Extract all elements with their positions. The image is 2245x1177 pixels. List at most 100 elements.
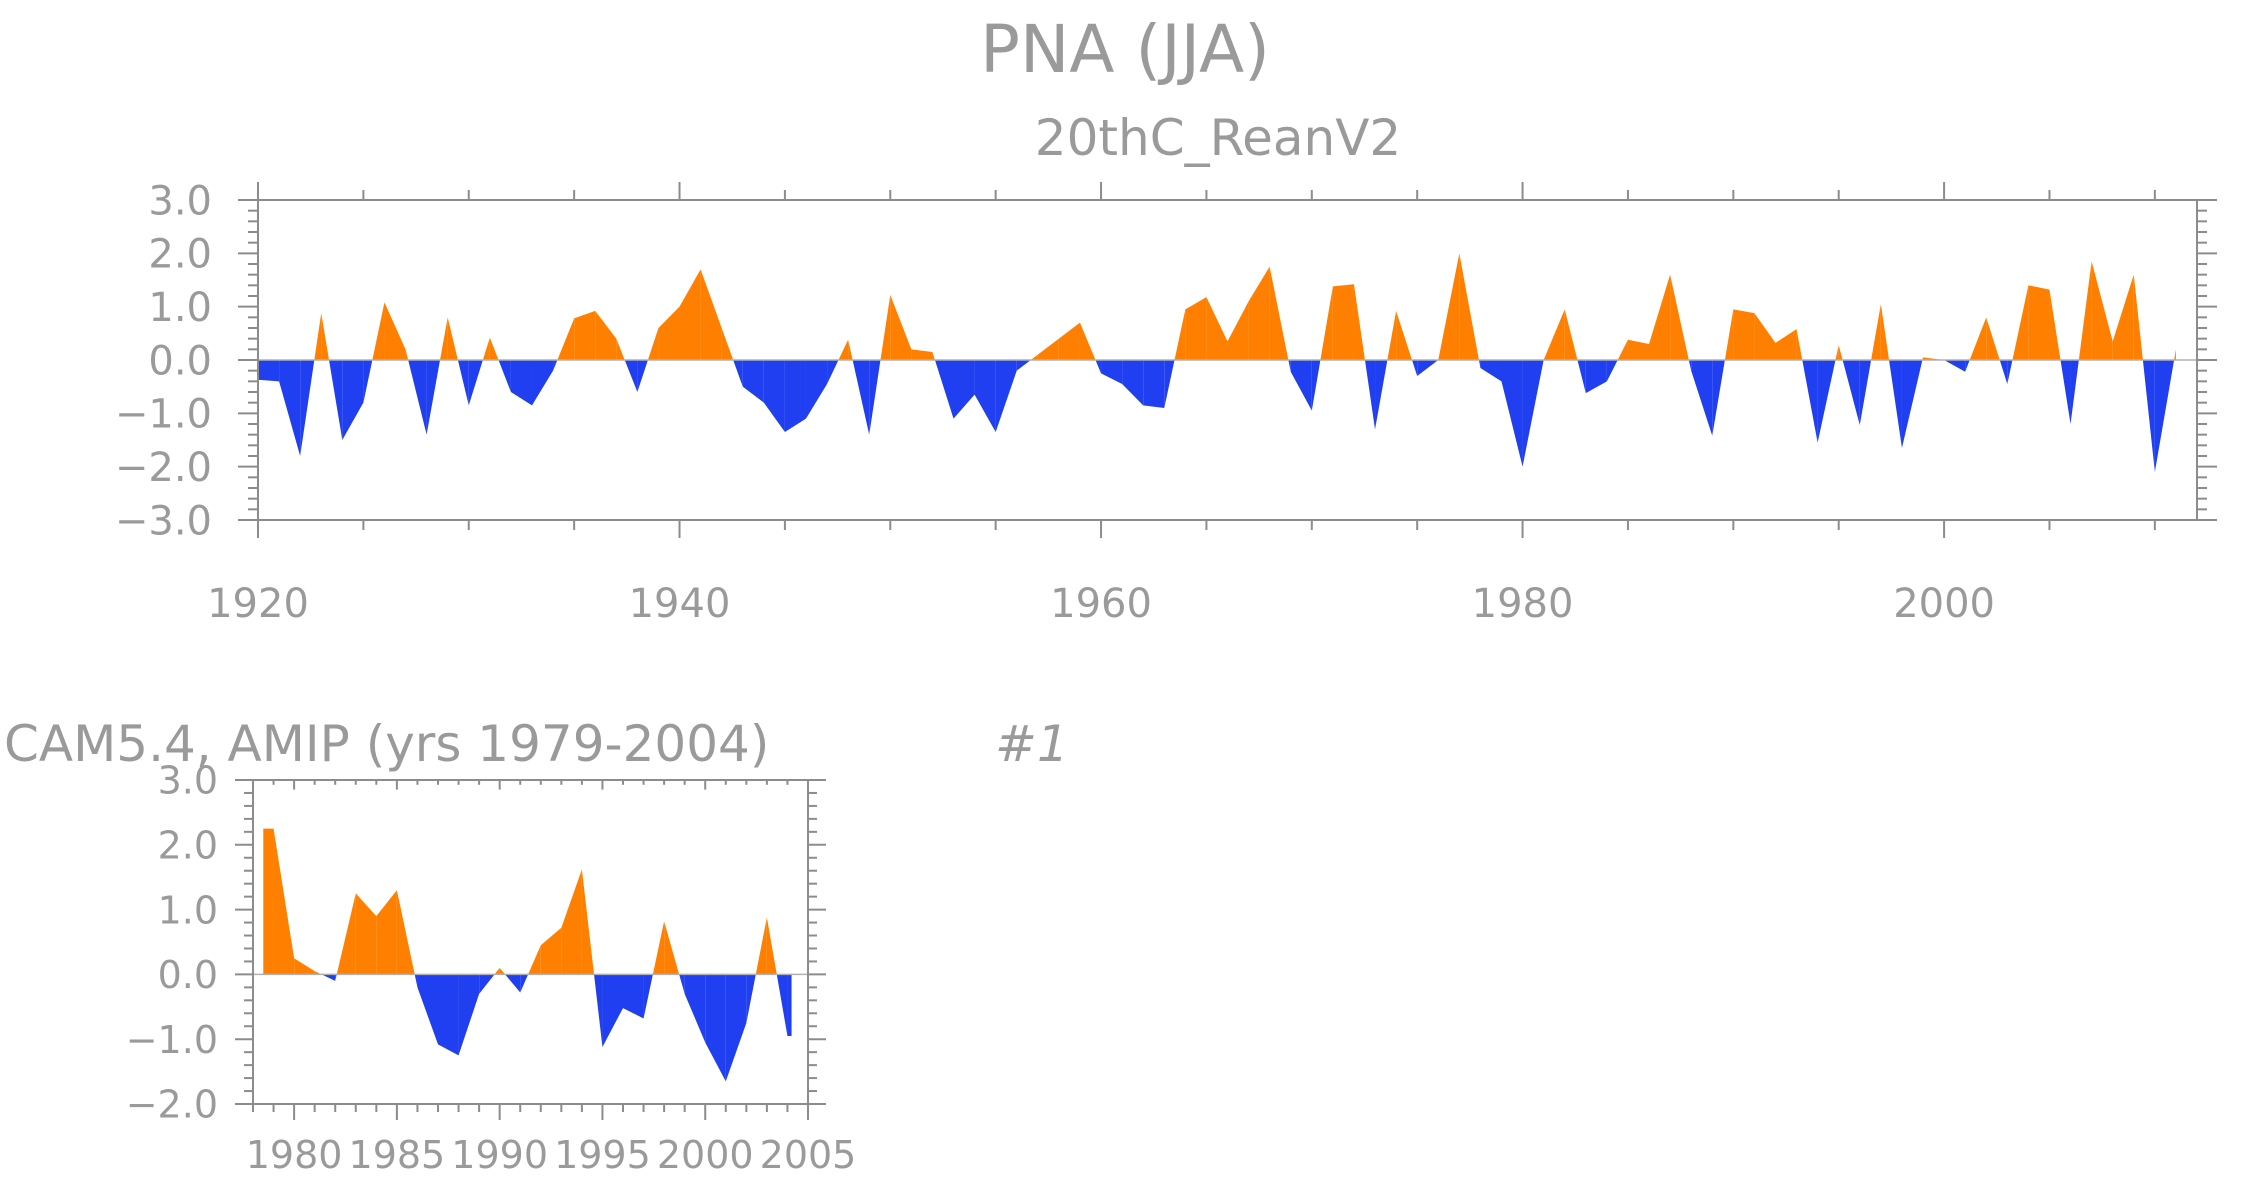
positive-anomaly-area <box>2049 289 2061 360</box>
positive-anomaly-area <box>1871 304 1881 360</box>
negative-anomaly-area <box>1288 360 1291 372</box>
y-tick-label: −2.0 <box>126 1083 218 1127</box>
positive-anomaly-area <box>1396 310 1412 360</box>
x-tick-label: 2000 <box>657 1133 754 1177</box>
y-tick-label: 0.0 <box>148 338 212 384</box>
x-tick-label: 1995 <box>554 1133 651 1177</box>
negative-anomaly-area <box>787 974 792 1036</box>
negative-anomaly-area <box>1095 360 1102 374</box>
positive-anomaly-area <box>2012 285 2029 360</box>
negative-anomaly-area <box>1817 360 1836 443</box>
positive-anomaly-area <box>482 337 490 360</box>
negative-anomaly-area <box>684 974 706 1043</box>
positive-anomaly-area <box>1796 329 1803 360</box>
positive-anomaly-area <box>405 349 409 360</box>
negative-anomaly-area <box>1122 360 1144 406</box>
positive-anomaly-area <box>2174 349 2176 360</box>
negative-anomaly-area <box>805 360 828 419</box>
positive-anomaly-area <box>1058 322 1080 360</box>
positive-anomaly-area <box>2078 261 2092 360</box>
negative-anomaly-area <box>1143 360 1165 408</box>
negative-anomaly-area <box>623 974 644 1019</box>
positive-anomaly-area <box>890 294 912 360</box>
x-tick-label: 1940 <box>629 581 731 627</box>
negative-anomaly-area <box>1478 360 1481 368</box>
x-tick-label: 2000 <box>1893 581 1995 627</box>
positive-anomaly-area <box>314 971 322 975</box>
negative-anomaly-area <box>505 974 521 993</box>
positive-anomaly-area <box>595 310 617 360</box>
negative-anomaly-area <box>417 974 438 1045</box>
y-tick-label: 1.0 <box>158 888 218 932</box>
negative-anomaly-area <box>934 360 954 419</box>
y-tick-label: −2.0 <box>115 445 212 491</box>
negative-anomaly-area <box>426 360 441 435</box>
negative-anomaly-area <box>1802 360 1818 443</box>
negative-anomaly-area <box>974 360 996 432</box>
negative-anomaly-area <box>742 360 764 403</box>
positive-anomaly-area <box>263 828 274 975</box>
x-tick-label: 1920 <box>207 581 309 627</box>
positive-anomaly-area <box>1320 286 1333 360</box>
positive-anomaly-area <box>766 917 777 975</box>
negative-anomaly-area <box>510 360 532 406</box>
chart-subtitle: 20thC_ReanV2 <box>1035 109 1401 167</box>
negative-anomaly-area <box>457 360 469 406</box>
negative-anomaly-area <box>776 974 788 1036</box>
y-tick-label: −1.0 <box>126 1018 218 1062</box>
y-tick-label: 3.0 <box>148 178 212 224</box>
negative-anomaly-area <box>479 974 495 994</box>
y-tick-label: 1.0 <box>148 285 212 331</box>
negative-anomaly-area <box>1412 360 1418 376</box>
negative-anomaly-area <box>414 974 418 988</box>
positive-anomaly-area <box>1564 309 1578 360</box>
positive-anomaly-area <box>396 890 415 975</box>
positive-anomaly-area <box>581 869 595 975</box>
negative-anomaly-area <box>363 360 373 403</box>
negative-anomaly-area <box>321 974 336 981</box>
negative-anomaly-area <box>763 360 785 432</box>
negative-anomaly-area <box>1311 360 1321 411</box>
positive-anomaly-area <box>721 328 734 360</box>
negative-anomaly-area <box>1101 360 1123 384</box>
x-tick-label: 1980 <box>1472 581 1574 627</box>
negative-anomaly-area <box>468 360 483 406</box>
positive-anomaly-area <box>848 339 853 360</box>
positive-anomaly-area <box>321 313 330 360</box>
positive-anomaly-area <box>1438 253 1460 360</box>
negative-anomaly-area <box>1522 360 1544 467</box>
y-tick-label: 0.0 <box>158 953 218 997</box>
negative-anomaly-area <box>531 360 554 406</box>
positive-anomaly-area <box>489 337 499 360</box>
positive-anomaly-area <box>1754 313 1776 360</box>
negative-anomaly-area <box>1375 360 1388 430</box>
chart-title: PNA (JJA) <box>980 11 1270 88</box>
negative-anomaly-area <box>1585 360 1607 394</box>
positive-anomaly-area <box>440 317 448 360</box>
negative-anomaly-area <box>594 974 603 1047</box>
positive-anomaly-area <box>880 294 891 360</box>
negative-anomaly-area <box>852 360 870 435</box>
negative-anomaly-area <box>335 974 337 981</box>
negative-anomaly-area <box>1999 360 2008 384</box>
positive-anomaly-area <box>294 958 315 975</box>
negative-anomaly-area <box>643 974 653 1019</box>
negative-anomaly-area <box>438 974 459 1056</box>
positive-anomaly-area <box>2028 285 2050 360</box>
negative-anomaly-area <box>1164 360 1175 408</box>
negative-anomaly-area <box>1364 360 1376 430</box>
negative-anomaly-area <box>1859 360 1872 426</box>
negative-anomaly-area <box>1501 360 1523 467</box>
negative-anomaly-area <box>2154 360 2175 472</box>
positive-anomaly-area <box>494 967 500 975</box>
positive-anomaly-area <box>1248 266 1270 360</box>
negative-anomaly-area <box>746 974 756 1023</box>
positive-anomaly-area <box>1206 297 1228 360</box>
positive-anomaly-area <box>1227 301 1249 360</box>
positive-anomaly-area <box>1627 339 1650 360</box>
negative-anomaly-area <box>1606 360 1618 382</box>
positive-anomaly-area <box>679 269 701 360</box>
negative-anomaly-area <box>784 360 806 432</box>
